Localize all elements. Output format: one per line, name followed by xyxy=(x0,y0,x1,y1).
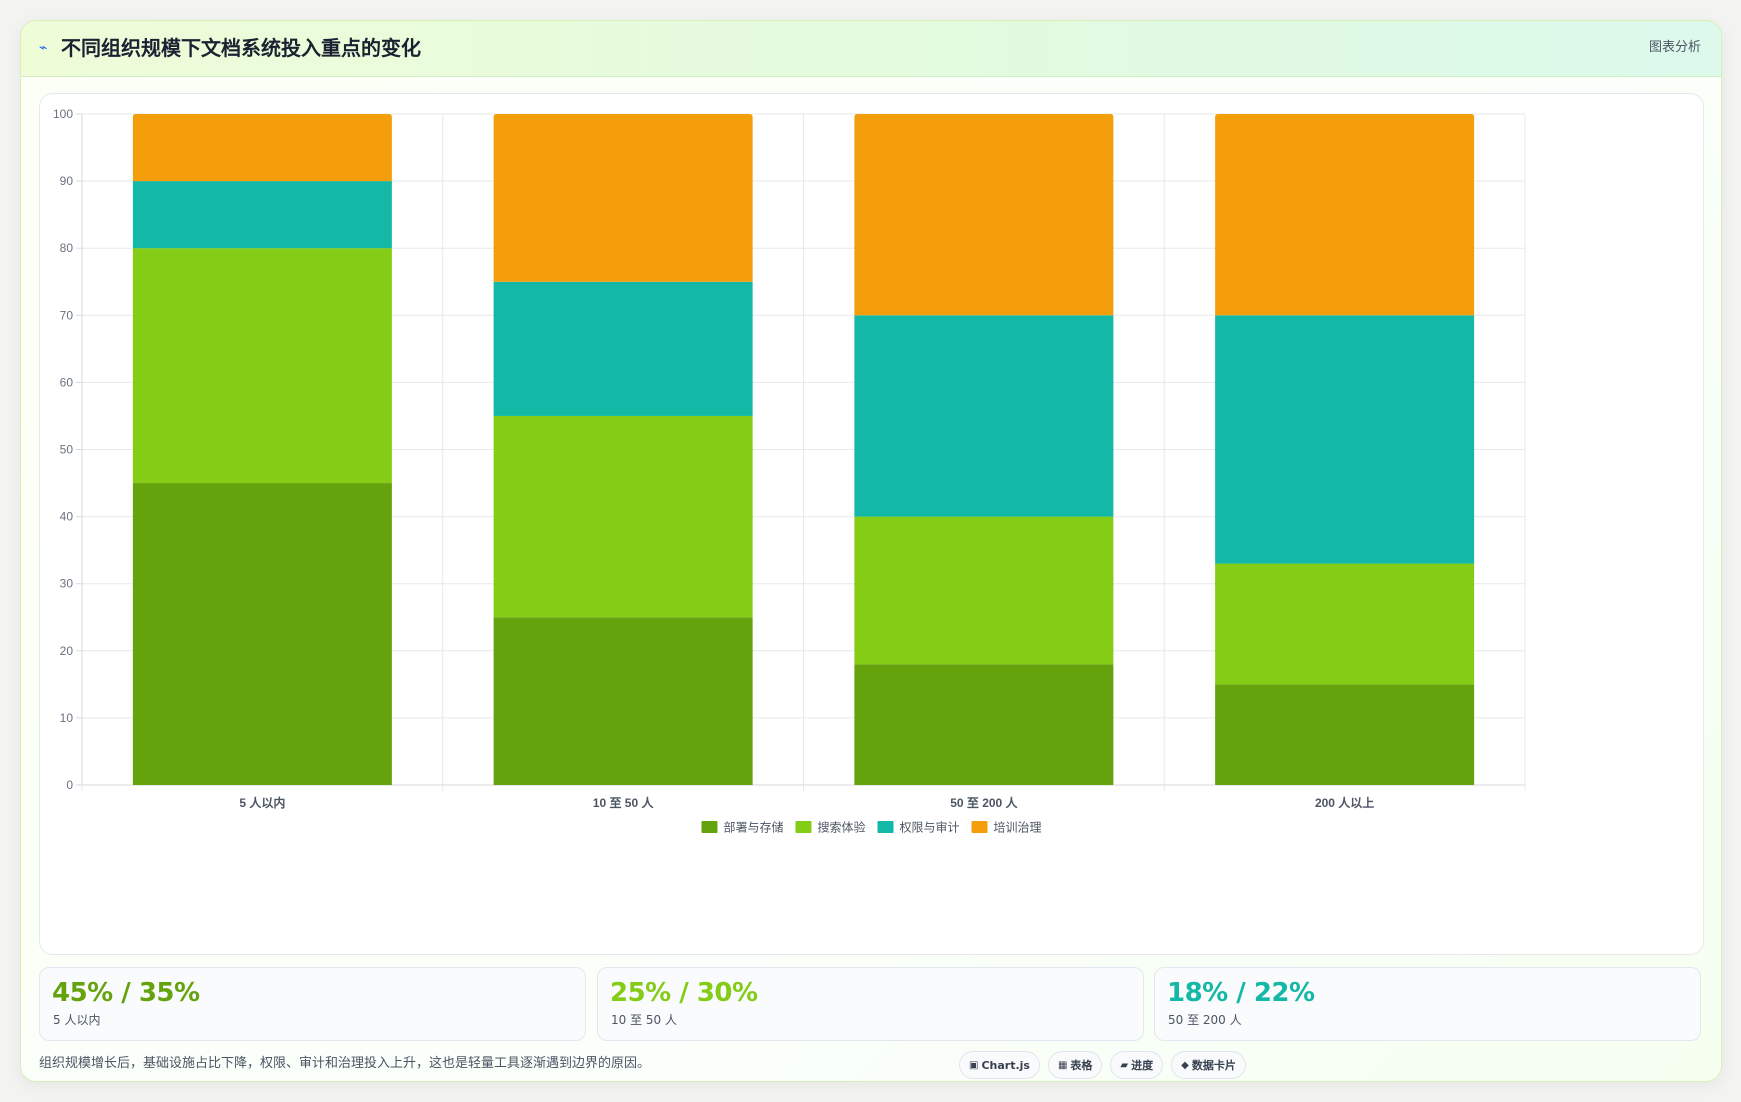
y-tick-label: 30 xyxy=(60,577,74,591)
legend-swatch xyxy=(795,821,812,833)
stat-value: 25% / 30% xyxy=(610,978,758,1008)
bar-segment xyxy=(132,114,392,182)
header-tag: 图表分析 xyxy=(1648,40,1701,55)
bar-segment xyxy=(493,281,753,416)
chart-card: ⌁ 不同组织规模下文档系统投入重点的变化 图表分析 0 10 20 30 40 50 60 7… xyxy=(20,20,1722,1082)
stat-label: 50 至 200 人 xyxy=(1168,1013,1242,1027)
bar-segment xyxy=(1215,315,1475,564)
bar-segment xyxy=(854,516,1114,665)
bar-segment xyxy=(1215,684,1475,785)
bar-segment xyxy=(854,664,1114,785)
stat-card-large-team: 18% / 22% 50 至 200 人 xyxy=(1154,967,1701,1041)
y-tick-label: 50 xyxy=(60,443,74,457)
x-tick-label: 10 至 50 人 xyxy=(593,795,655,810)
legend-label: 培训治理 xyxy=(994,820,1042,835)
x-tick-label: 200 人以上 xyxy=(1315,795,1374,810)
bar-segment xyxy=(493,415,753,618)
y-tick-label: 60 xyxy=(60,375,74,389)
footnote: 组织规模增长后，基础设施占比下降，权限、审计和治理投入上升，这也是轻量工具逐渐遇… xyxy=(39,1056,651,1071)
stat-card-mid-team: 25% / 30% 10 至 50 人 xyxy=(597,967,1144,1041)
y-tick-label: 40 xyxy=(60,510,74,524)
chart-panel: 0 10 20 30 40 50 60 70 80 90 100 5 人以内 10 至 50 人 50 至… xyxy=(39,93,1704,955)
bar-segment xyxy=(132,181,392,249)
legend-swatch xyxy=(971,821,988,833)
legend-label: 权限与审计 xyxy=(900,820,960,835)
chip-data-card[interactable]: ◆ 数据卡片 xyxy=(1171,1051,1246,1079)
stat-label: 5 人以内 xyxy=(53,1013,101,1027)
bar-segment xyxy=(1215,563,1475,685)
y-tick-label: 70 xyxy=(60,308,74,322)
legend-swatch xyxy=(701,821,718,833)
chip-progress[interactable]: ▰ 进度 xyxy=(1110,1051,1164,1079)
bar-segment xyxy=(493,617,753,785)
progress-icon: ▰ xyxy=(1120,1059,1129,1071)
stat-label: 10 至 50 人 xyxy=(611,1013,677,1027)
bar-segment xyxy=(493,114,753,282)
diamond-icon: ◆ xyxy=(1181,1059,1189,1071)
chip-label: Chart.js xyxy=(981,1058,1030,1072)
chip-label: 进度 xyxy=(1131,1059,1154,1072)
bar-segment xyxy=(854,315,1114,517)
stat-value: 18% / 22% xyxy=(1167,978,1315,1008)
card-header: ⌁ 不同组织规模下文档系统投入重点的变化 图表分析 xyxy=(21,21,1721,77)
x-tick-label: 50 至 200 人 xyxy=(950,795,1018,810)
bar-segment xyxy=(1215,114,1475,316)
x-tick-label: 5 人以内 xyxy=(239,795,285,810)
chip-label: 数据卡片 xyxy=(1191,1059,1236,1072)
chip-label: 表格 xyxy=(1070,1059,1093,1072)
pulse-icon: ⌁ xyxy=(39,40,48,56)
chart-icon: ▣ xyxy=(969,1059,979,1071)
legend-swatch xyxy=(877,821,894,833)
y-tick-label: 90 xyxy=(60,174,74,188)
page-title: 不同组织规模下文档系统投入重点的变化 xyxy=(61,36,421,60)
legend-label: 搜索体验 xyxy=(817,820,865,835)
bar-segment xyxy=(132,483,392,785)
y-tick-label: 0 xyxy=(66,778,73,792)
bar-segment xyxy=(854,114,1114,316)
y-tick-label: 20 xyxy=(60,644,74,658)
y-tick-label: 100 xyxy=(53,107,73,121)
stacked-bar-chart: 0 10 20 30 40 50 60 70 80 90 100 5 人以内 10 至 50 人 50 至… xyxy=(53,107,1526,835)
table-icon: ▦ xyxy=(1057,1059,1068,1071)
chip-table[interactable]: ▦ 表格 xyxy=(1047,1051,1103,1079)
stat-value: 45% / 35% xyxy=(52,978,200,1008)
y-tick-label: 80 xyxy=(60,241,74,255)
legend-label: 部署与存储 xyxy=(723,820,783,835)
stat-card-small-team: 45% / 35% 5 人以内 xyxy=(39,967,586,1041)
tag-chips: ▣ Chart.js ▦ 表格 ▰ 进度 ◆ 数据卡片 xyxy=(959,1051,1246,1081)
y-tick-label: 10 xyxy=(60,711,74,725)
bar-segment xyxy=(132,248,392,484)
chip-chartjs[interactable]: ▣ Chart.js xyxy=(959,1051,1040,1079)
